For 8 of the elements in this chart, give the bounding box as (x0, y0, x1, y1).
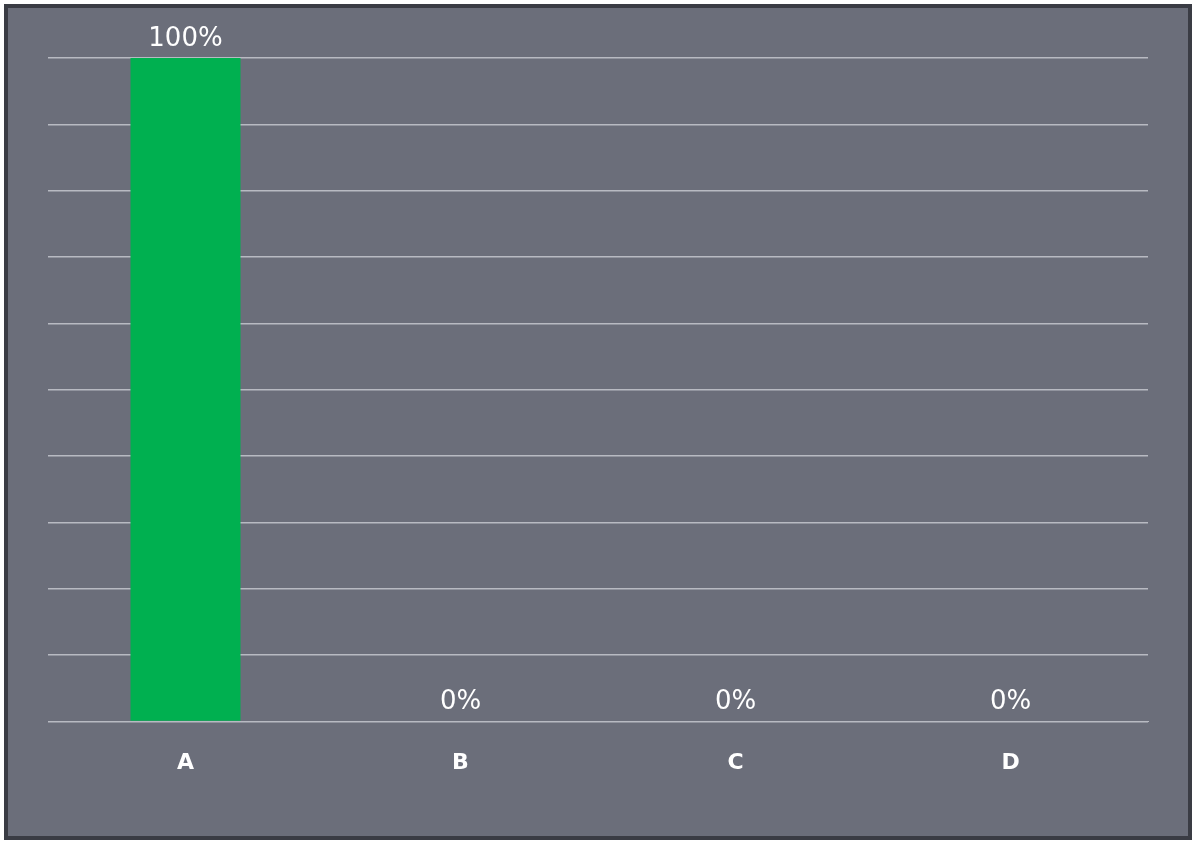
x-tick-label: B (452, 748, 469, 774)
data-label: 0% (989, 685, 1032, 716)
data-label: 100% (148, 21, 223, 52)
x-tick-label: D (1001, 748, 1020, 774)
data-label: 0% (714, 685, 757, 716)
x-tick-label: A (176, 748, 195, 774)
data-label: 0% (439, 685, 482, 716)
x-tick-label: C (727, 748, 744, 774)
